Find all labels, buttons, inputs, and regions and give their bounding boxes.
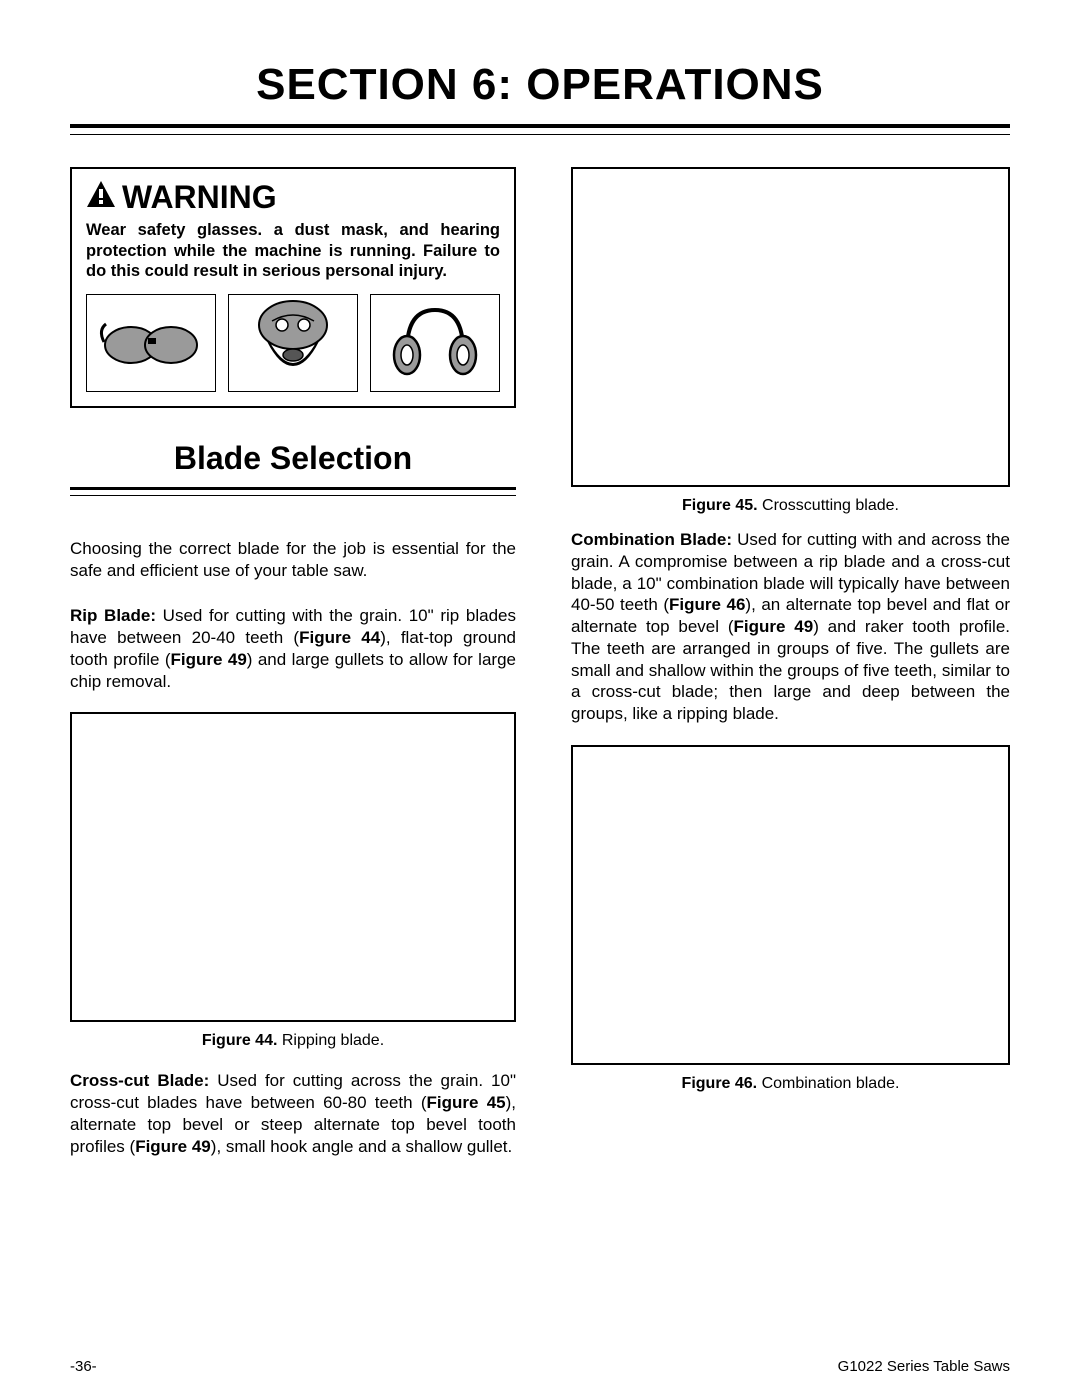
- crosscut-ref-2: Figure 49: [135, 1137, 211, 1156]
- combo-label: Combination Blade:: [571, 530, 732, 549]
- safety-glasses-icon: [96, 310, 206, 375]
- fig46-text: Combination blade.: [757, 1075, 899, 1092]
- fig44-text: Ripping blade.: [277, 1032, 384, 1049]
- crosscut-ref-1: Figure 45: [427, 1093, 506, 1112]
- warning-text: Wear safety glasses. a dust mask, and he…: [86, 220, 500, 282]
- figure-44-box: [70, 712, 516, 1022]
- rule-thin: [70, 134, 1010, 135]
- figure-46-caption: Figure 46. Combination blade.: [571, 1075, 1010, 1093]
- ear-muffs-icon: [385, 300, 485, 385]
- sub-rule-thin: [70, 495, 516, 496]
- right-column: Figure 45. Crosscutting blade. Combinati…: [571, 167, 1010, 1157]
- fig45-label: Figure 45.: [682, 497, 758, 514]
- page-number: -36-: [70, 1358, 97, 1375]
- ppe-row: [86, 294, 500, 392]
- crosscut-paragraph: Cross-cut Blade: Used for cutting across…: [70, 1070, 516, 1157]
- rip-blade-label: Rip Blade:: [70, 606, 156, 625]
- alert-icon: [86, 179, 116, 216]
- doc-title: G1022 Series Table Saws: [838, 1358, 1010, 1375]
- content-columns: WARNING Wear safety glasses. a dust mask…: [70, 167, 1010, 1157]
- fig46-label: Figure 46.: [682, 1075, 758, 1092]
- dust-mask-icon: [248, 297, 338, 388]
- combination-paragraph: Combination Blade: Used for cutting with…: [571, 529, 1010, 725]
- rip-blade-paragraph: Rip Blade: Used for cutting with the gra…: [70, 605, 516, 692]
- intro-paragraph: Choosing the correct blade for the job i…: [70, 538, 516, 582]
- rip-ref-1: Figure 44: [299, 628, 380, 647]
- warning-heading-text: WARNING: [122, 179, 277, 216]
- ppe-ear-muffs: [370, 294, 500, 392]
- ppe-safety-glasses: [86, 294, 216, 392]
- section-title: SECTION 6: OPERATIONS: [70, 60, 1010, 110]
- warning-box: WARNING Wear safety glasses. a dust mask…: [70, 167, 516, 408]
- warning-heading: WARNING: [86, 179, 500, 216]
- figure-45-caption: Figure 45. Crosscutting blade.: [571, 497, 1010, 515]
- figure-44-caption: Figure 44. Ripping blade.: [70, 1032, 516, 1050]
- sub-rule-thick: [70, 487, 516, 490]
- ppe-dust-mask: [228, 294, 358, 392]
- crosscut-text-3: ), small hook angle and a shallow gullet…: [211, 1137, 512, 1156]
- combo-ref-2: Figure 49: [734, 617, 814, 636]
- fig44-label: Figure 44.: [202, 1032, 278, 1049]
- page-footer: -36- G1022 Series Table Saws: [70, 1358, 1010, 1375]
- figure-46-box: [571, 745, 1010, 1065]
- rule-thick: [70, 124, 1010, 128]
- left-column: WARNING Wear safety glasses. a dust mask…: [70, 167, 516, 1157]
- combo-ref-1: Figure 46: [669, 595, 745, 614]
- blade-selection-heading: Blade Selection: [70, 440, 516, 477]
- figure-45-box: [571, 167, 1010, 487]
- rip-ref-2: Figure 49: [171, 650, 247, 669]
- fig45-text: Crosscutting blade.: [758, 497, 899, 514]
- crosscut-label: Cross-cut Blade:: [70, 1071, 209, 1090]
